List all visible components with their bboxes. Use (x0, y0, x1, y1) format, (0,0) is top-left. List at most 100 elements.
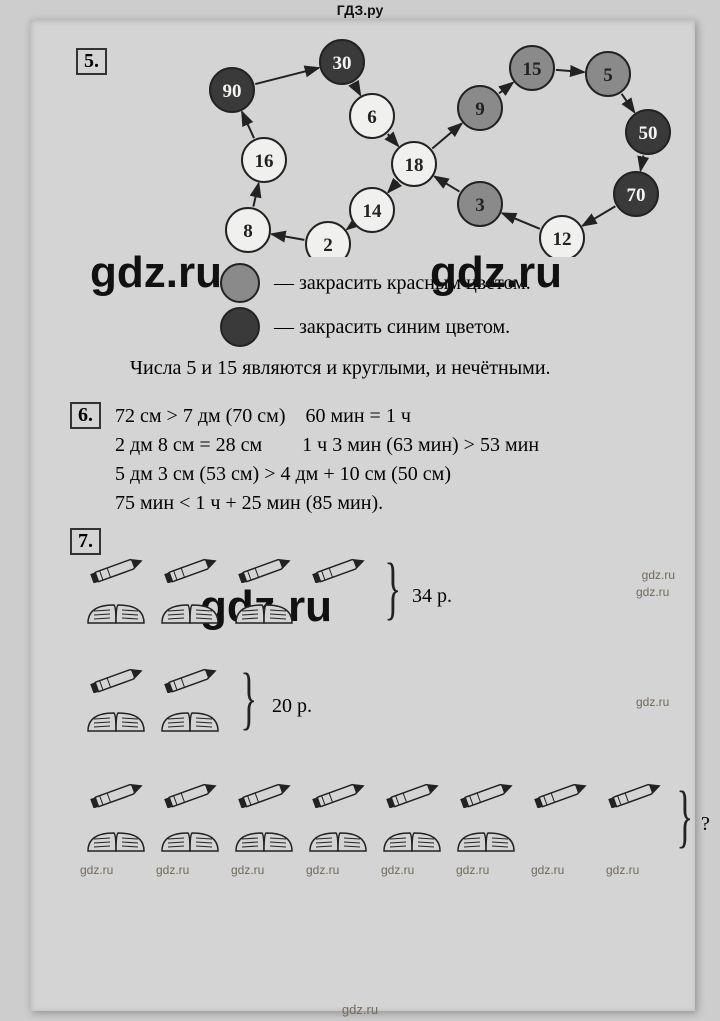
book-item (234, 597, 294, 629)
graph-node: 5 (586, 52, 630, 96)
graph-node: 16 (242, 138, 286, 182)
graph-edge (242, 112, 254, 138)
p6-line: 75 мин < 1 ч + 25 мин (85 мин). (115, 489, 539, 518)
graph-node: 15 (510, 46, 554, 90)
graph-node: 8 (226, 208, 270, 252)
graph-edge (502, 213, 540, 229)
book-icon (234, 825, 294, 857)
svg-text:50: 50 (639, 123, 658, 144)
graph-edge (432, 124, 461, 149)
problem-6-body: 72 см > 7 дм (70 см) 60 мин = 1 ч 2 дм 8… (115, 402, 539, 518)
top-watermark: ГДЗ.ру (0, 2, 720, 18)
graph-node: 2 (306, 222, 350, 257)
book-icon (456, 825, 516, 857)
mini-watermark: gdz.ru (306, 863, 339, 877)
graph-node: 3 (458, 182, 502, 226)
big-watermark: gdz.ru (90, 248, 222, 298)
graph-edge (556, 70, 584, 72)
number-graph: 309061559501618701438212 (70, 32, 690, 257)
pen-item (382, 780, 442, 808)
pen-item (86, 780, 146, 808)
mini-watermark: gdz.ru (381, 863, 414, 877)
graph-node: 14 (350, 188, 394, 232)
book-icon (234, 597, 294, 629)
p6-line: 2 дм 8 см = 28 см 1 ч 3 мин (63 мин) > 5… (115, 431, 539, 460)
graph-node: 30 (320, 40, 364, 84)
book-item (456, 825, 516, 857)
pen-icon (86, 555, 146, 583)
mini-watermark: gdz.ru (156, 863, 189, 877)
pen-icon (160, 555, 220, 583)
svg-text:90: 90 (223, 81, 242, 102)
book-item (382, 825, 442, 857)
book-row (86, 705, 220, 737)
mini-watermark: gdz.ru (80, 863, 113, 877)
mini-watermark: gdz.ru (231, 863, 264, 877)
pen-row (86, 780, 664, 808)
problem-6: 6. 72 см > 7 дм (70 см) 60 мин = 1 ч 2 д… (70, 402, 665, 518)
pen-item (86, 665, 146, 693)
svg-text:5: 5 (603, 65, 613, 86)
pen-item (160, 555, 220, 583)
pen-row (86, 665, 220, 693)
pen-icon (308, 780, 368, 808)
graph-node: 18 (392, 142, 436, 186)
problem-5: 5. 309061559501618701438212 (70, 32, 665, 257)
mini-watermark: gdz.ru (636, 695, 669, 709)
book-row (86, 597, 294, 629)
curly-brace: } (676, 777, 693, 857)
svg-text:15: 15 (523, 59, 542, 80)
curly-brace: } (384, 549, 401, 629)
book-icon (308, 825, 368, 857)
svg-text:16: 16 (255, 151, 274, 172)
bottom-watermark: gdz.ru (0, 1002, 720, 1017)
book-item (86, 597, 146, 629)
svg-text:18: 18 (405, 155, 424, 176)
pen-icon (530, 780, 590, 808)
legend-row-blue: — закрасить синим цветом. (220, 307, 665, 347)
price-label: ? (701, 813, 710, 836)
graph-edge (435, 176, 460, 191)
graph-edge (388, 134, 398, 146)
problem-7: 7. }34 р.gdz.ru}20 р.gdz.ru}?gdz.rugdz.r… (70, 528, 665, 935)
book-icon (86, 825, 146, 857)
mini-watermark: gdz.ru (636, 585, 669, 599)
graph-edge (622, 94, 635, 112)
graph-node: 70 (614, 172, 658, 216)
book-icon (382, 825, 442, 857)
graph-edge (388, 182, 398, 193)
svg-text:30: 30 (333, 53, 352, 74)
pen-item (86, 555, 146, 583)
svg-text:9: 9 (475, 99, 485, 120)
mini-watermark: gdz.ru (606, 863, 639, 877)
svg-text:3: 3 (475, 195, 485, 216)
book-item (86, 705, 146, 737)
pen-item (234, 555, 294, 583)
problem-number-7: 7. (70, 528, 101, 555)
pen-item (160, 665, 220, 693)
pen-icon (160, 665, 220, 693)
mini-watermark: gdz.ru (456, 863, 489, 877)
svg-text:6: 6 (367, 107, 377, 128)
book-item (234, 825, 294, 857)
book-icon (86, 705, 146, 737)
big-watermark: gdz.ru (430, 248, 562, 298)
book-icon (160, 825, 220, 857)
book-item (86, 825, 146, 857)
book-item (160, 825, 220, 857)
price-label: 20 р. (272, 695, 312, 718)
book-item (160, 705, 220, 737)
pen-item (308, 555, 368, 583)
book-item (160, 597, 220, 629)
graph-node: 50 (626, 110, 670, 154)
legend-text-blue: — закрасить синим цветом. (274, 316, 510, 339)
pen-icon (160, 780, 220, 808)
svg-text:70: 70 (627, 185, 646, 206)
graph-node: 90 (210, 68, 254, 112)
pen-icon (456, 780, 516, 808)
svg-text:8: 8 (243, 221, 253, 242)
graph-edge (255, 68, 318, 84)
legend-dot-red (220, 263, 260, 303)
svg-text:14: 14 (363, 201, 383, 222)
graph-edge (583, 206, 616, 225)
